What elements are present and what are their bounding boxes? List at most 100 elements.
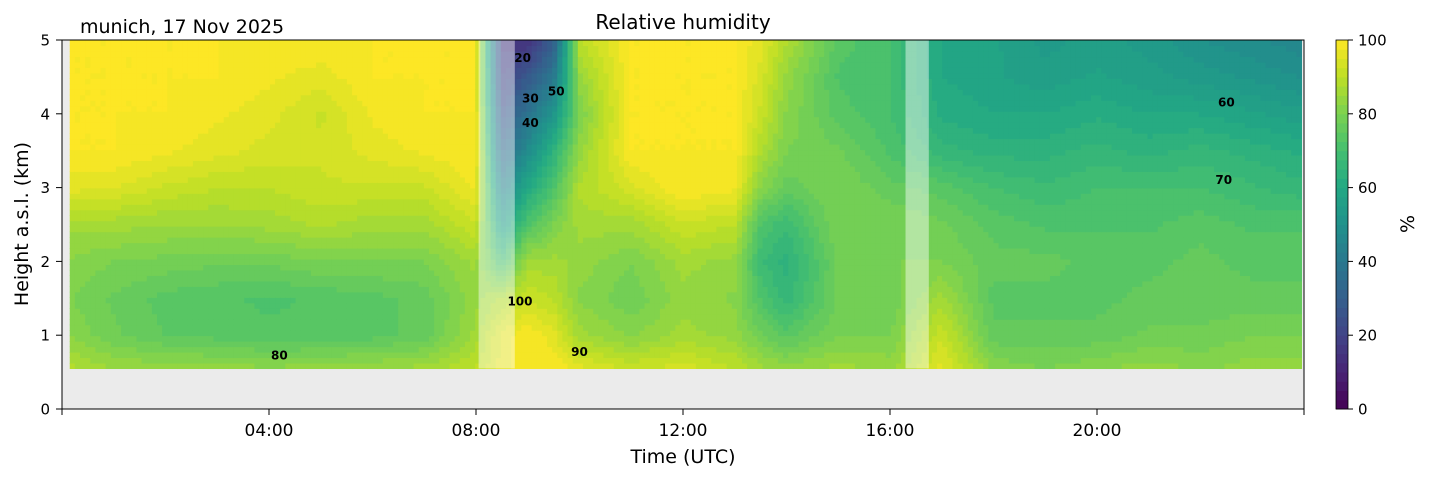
- heatmap-cell: [449, 220, 456, 227]
- heatmap-cell: [187, 165, 194, 172]
- heatmap-cell: [439, 362, 445, 370]
- heatmap-cell: [316, 319, 322, 326]
- heatmap-cell: [228, 154, 235, 162]
- heatmap-cell: [157, 111, 163, 118]
- heatmap-cell: [367, 231, 374, 238]
- heatmap-cell: [408, 204, 415, 211]
- heatmap-cell: [470, 138, 476, 145]
- heatmap-cell: [192, 67, 199, 74]
- heatmap-cell: [131, 291, 138, 298]
- heatmap-cell: [223, 346, 230, 353]
- heatmap-cell: [490, 286, 497, 293]
- heatmap-cell: [223, 330, 230, 337]
- heatmap-cell: [418, 330, 425, 337]
- heatmap-cell: [203, 154, 209, 162]
- heatmap-cell: [203, 61, 209, 68]
- heatmap-cell: [182, 209, 189, 216]
- heatmap-cell: [249, 182, 256, 189]
- heatmap-cell: [74, 264, 81, 271]
- heatmap-cell: [387, 83, 394, 90]
- heatmap-cell: [326, 149, 333, 156]
- heatmap-cell: [459, 100, 466, 107]
- heatmap-cell: [300, 89, 307, 96]
- heatmap-cell: [208, 242, 215, 249]
- heatmap-cell: [423, 302, 430, 309]
- heatmap-cell: [336, 231, 343, 238]
- heatmap-cell: [121, 253, 127, 260]
- heatmap-cell: [151, 264, 158, 271]
- heatmap-cell: [74, 341, 81, 348]
- heatmap-cell: [485, 160, 492, 167]
- heatmap-cell: [490, 89, 497, 96]
- heatmap-cell: [480, 319, 487, 326]
- heatmap-cell: [218, 346, 225, 353]
- heatmap-cell: [321, 78, 327, 85]
- heatmap-cell: [182, 258, 189, 266]
- heatmap-cell: [310, 111, 317, 118]
- heatmap-cell: [362, 280, 369, 287]
- heatmap-cell: [187, 154, 194, 162]
- heatmap-cell: [341, 94, 348, 101]
- heatmap-cell: [459, 72, 466, 79]
- heatmap-cell: [233, 176, 240, 183]
- heatmap-cell: [249, 56, 256, 63]
- heatmap-cell: [115, 78, 122, 85]
- heatmap-cell: [264, 94, 271, 101]
- heatmap-cell: [367, 226, 374, 233]
- heatmap-cell: [239, 198, 245, 205]
- heatmap-cell: [208, 171, 215, 178]
- heatmap-cell: [198, 330, 204, 337]
- heatmap-cell: [321, 193, 327, 200]
- heatmap-cell: [336, 149, 343, 156]
- heatmap-cell: [475, 330, 481, 337]
- heatmap-cell: [208, 220, 215, 227]
- heatmap-cell: [475, 275, 481, 282]
- heatmap-cell: [464, 160, 471, 167]
- heatmap-cell: [146, 297, 153, 304]
- heatmap-cell: [428, 226, 435, 233]
- heatmap-cell: [244, 193, 250, 200]
- heatmap-cell: [115, 111, 122, 118]
- heatmap-cell: [80, 100, 86, 107]
- heatmap-cell: [100, 204, 107, 211]
- heatmap-cell: [290, 264, 297, 271]
- heatmap-cell: [290, 193, 297, 200]
- heatmap-cell: [305, 297, 312, 304]
- heatmap-cell: [172, 133, 179, 140]
- heatmap-cell: [228, 231, 235, 238]
- heatmap-cell: [464, 324, 471, 331]
- heatmap-cell: [213, 275, 220, 282]
- heatmap-cell: [300, 83, 307, 90]
- heatmap-cell: [454, 209, 461, 216]
- heatmap-cell: [228, 83, 235, 90]
- heatmap-cell: [326, 357, 333, 364]
- heatmap-cell: [495, 330, 502, 337]
- heatmap-cell: [136, 138, 143, 145]
- heatmap-cell: [85, 193, 91, 200]
- heatmap-cell: [275, 308, 281, 315]
- heatmap-cell: [141, 351, 148, 359]
- heatmap-cell: [228, 242, 235, 249]
- heatmap-cell: [121, 324, 127, 331]
- heatmap-cell: [321, 357, 327, 364]
- heatmap-cell: [208, 209, 215, 216]
- heatmap-cell: [490, 40, 497, 47]
- heatmap-cell: [223, 72, 230, 79]
- heatmap-cell: [151, 160, 158, 167]
- heatmap-cell: [439, 280, 445, 287]
- heatmap-cell: [387, 182, 394, 189]
- heatmap-cell: [90, 56, 97, 63]
- heatmap-cell: [459, 247, 466, 255]
- heatmap-cell: [331, 61, 338, 68]
- heatmap-cell: [126, 258, 132, 266]
- heatmap-cell: [367, 45, 374, 52]
- heatmap-cell: [213, 226, 220, 233]
- heatmap-cell: [300, 187, 307, 194]
- heatmap-cell: [367, 187, 374, 194]
- heatmap-cell: [413, 78, 420, 85]
- heatmap-cell: [115, 226, 122, 233]
- heatmap-cell: [423, 346, 430, 353]
- heatmap-cell: [470, 237, 476, 244]
- heatmap-cell: [326, 193, 333, 200]
- heatmap-cell: [352, 45, 358, 52]
